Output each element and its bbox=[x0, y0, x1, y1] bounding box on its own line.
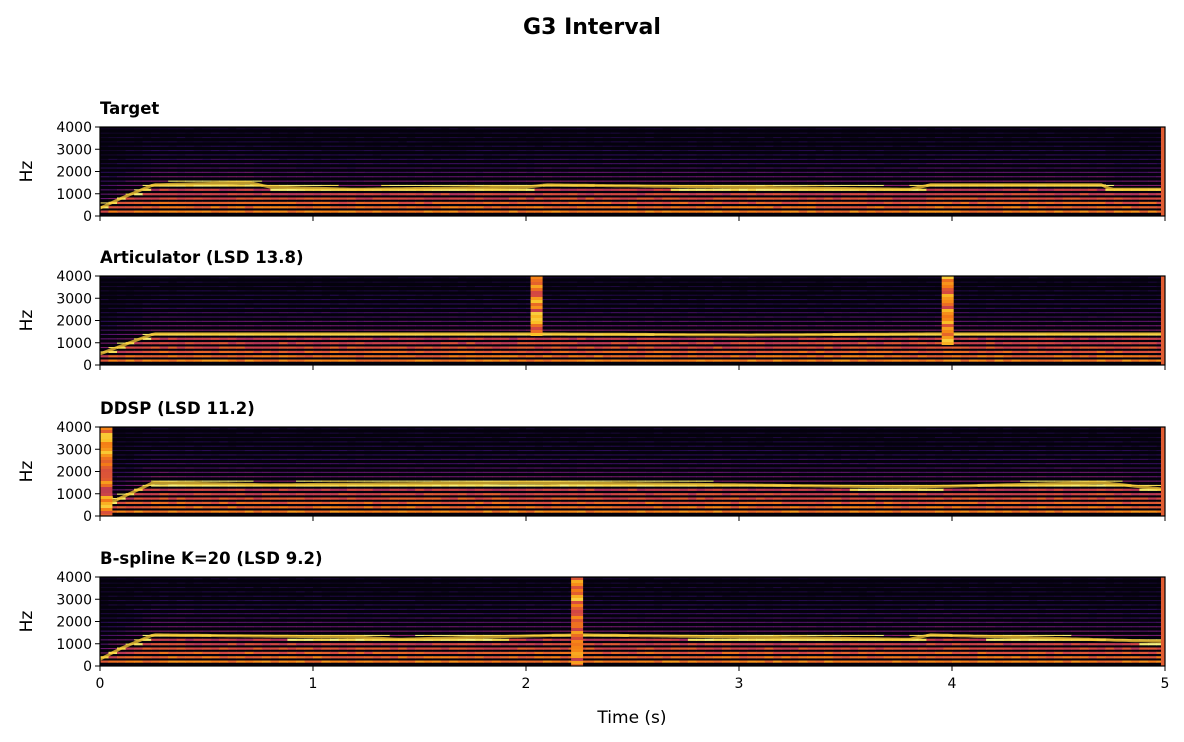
spectrogram-image bbox=[100, 276, 1165, 365]
y-tick-label: 3000 bbox=[56, 442, 92, 458]
panel-title: B-spline K=20 (LSD 9.2) bbox=[100, 549, 323, 568]
y-tick-label: 1000 bbox=[56, 487, 92, 503]
x-axis-label: Time (s) bbox=[596, 708, 666, 728]
y-tick-label: 4000 bbox=[56, 120, 92, 136]
formant-band bbox=[100, 633, 1165, 661]
y-tick-label: 4000 bbox=[56, 269, 92, 285]
edge-column bbox=[1161, 276, 1165, 365]
y-tick-label: 0 bbox=[83, 209, 92, 225]
formant-band bbox=[100, 427, 1165, 504]
y-tick-label: 3000 bbox=[56, 142, 92, 158]
y-tick-label: 3000 bbox=[56, 592, 92, 608]
spectrogram-image bbox=[100, 427, 1165, 516]
spectrogram-panel: B-spline K=20 (LSD 9.2) 0 1000 2000 3000 4000… bbox=[17, 549, 1166, 675]
y-axis-label: Hz bbox=[17, 310, 37, 332]
x-tick-label: 0 bbox=[96, 676, 105, 692]
y-tick-label: 2000 bbox=[56, 165, 92, 181]
y-tick-label: 1000 bbox=[56, 637, 92, 653]
spectrogram-image bbox=[100, 127, 1165, 216]
x-tick-label: 5 bbox=[1161, 676, 1170, 692]
y-tick-label: 3000 bbox=[56, 291, 92, 307]
spectrogram-panel: Target 0 1000 2000 3000 4000 Hz bbox=[17, 99, 1166, 225]
spectrogram-image bbox=[100, 577, 1165, 666]
x-axis-ticks: 0 1 2 3 4 5 bbox=[96, 676, 1170, 692]
panel-title: Target bbox=[100, 99, 159, 118]
spectrogram-panel: Articulator (LSD 13.8) 0 1000 2000 3000 4000 H… bbox=[17, 248, 1166, 374]
y-axis-label: Hz bbox=[17, 461, 37, 483]
y-tick-label: 1000 bbox=[56, 187, 92, 203]
y-tick-label: 0 bbox=[83, 358, 92, 374]
panel-title: Articulator (LSD 13.8) bbox=[100, 248, 304, 267]
x-tick-label: 4 bbox=[948, 676, 957, 692]
edge-column bbox=[1161, 577, 1165, 666]
y-tick-label: 2000 bbox=[56, 615, 92, 631]
edge-column bbox=[1161, 127, 1165, 216]
y-tick-label: 4000 bbox=[56, 420, 92, 436]
y-axis-label: Hz bbox=[17, 611, 37, 633]
y-tick-label: 1000 bbox=[56, 336, 92, 352]
y-tick-label: 2000 bbox=[56, 314, 92, 330]
y-tick-label: 0 bbox=[83, 659, 92, 675]
y-tick-label: 0 bbox=[83, 509, 92, 525]
y-tick-label: 4000 bbox=[56, 570, 92, 586]
figure-title: G3 Interval bbox=[523, 15, 661, 40]
formant-band bbox=[100, 181, 1165, 210]
edge-column bbox=[1161, 427, 1165, 516]
x-tick-label: 3 bbox=[735, 676, 744, 692]
x-tick-label: 1 bbox=[309, 676, 318, 692]
x-tick-label: 2 bbox=[522, 676, 531, 692]
panel-title: DDSP (LSD 11.2) bbox=[100, 399, 255, 418]
y-axis-label: Hz bbox=[17, 161, 37, 183]
formant-band bbox=[100, 332, 1165, 356]
y-tick-label: 2000 bbox=[56, 465, 92, 481]
spectrogram-panel: DDSP (LSD 11.2) 0 1000 2000 3000 4000 Hz bbox=[17, 399, 1166, 525]
